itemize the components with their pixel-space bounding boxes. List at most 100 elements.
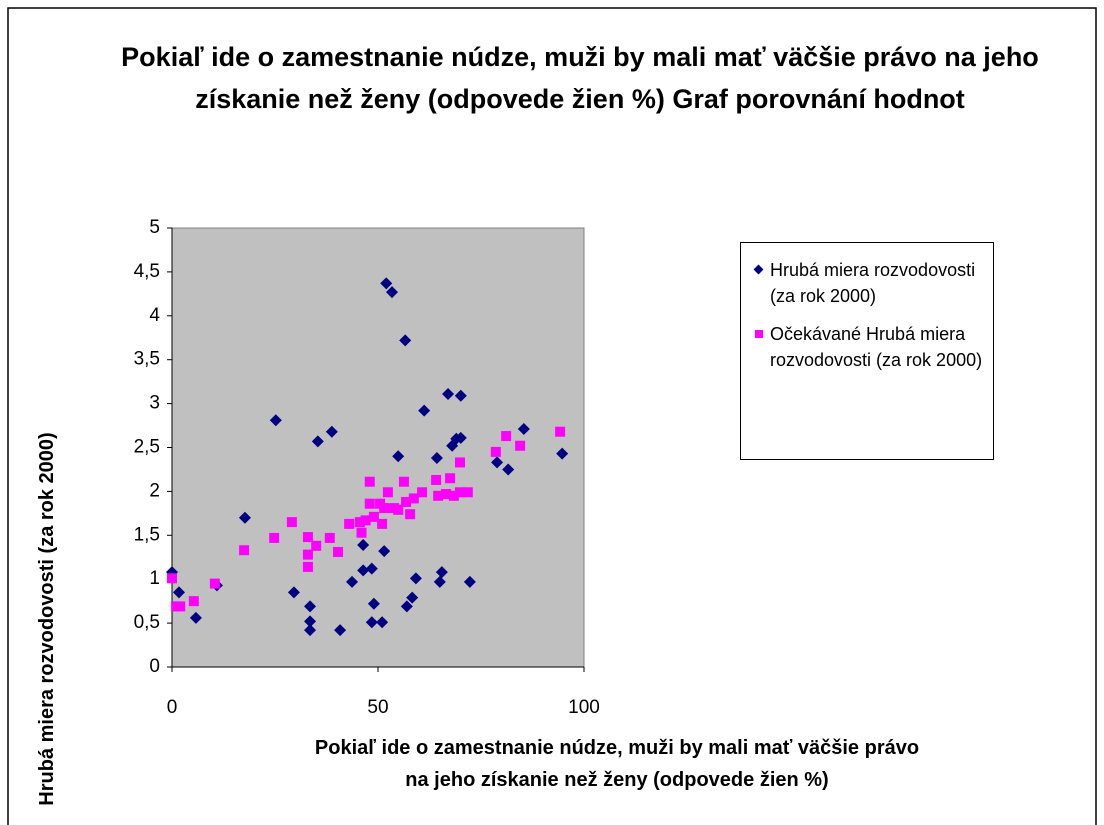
data-point xyxy=(333,546,344,557)
data-point xyxy=(357,564,370,577)
data-point xyxy=(417,487,428,498)
data-point xyxy=(454,389,467,402)
data-point xyxy=(382,487,393,498)
data-point xyxy=(462,487,473,498)
data-point xyxy=(287,586,300,599)
data-point xyxy=(386,286,399,299)
data-point xyxy=(454,487,465,498)
chart-border xyxy=(7,7,1097,825)
data-point xyxy=(517,423,530,436)
data-point xyxy=(367,597,380,610)
data-point xyxy=(238,511,251,524)
data-point xyxy=(515,440,526,451)
y-tick-label: 5 xyxy=(149,217,160,238)
data-point xyxy=(269,414,282,427)
data-point xyxy=(408,493,419,504)
y-tick-label: 0 xyxy=(149,656,160,677)
y-tick-label: 2,5 xyxy=(134,437,160,458)
data-point xyxy=(368,511,379,522)
data-point xyxy=(393,504,404,515)
data-point xyxy=(440,489,451,500)
data-point xyxy=(356,527,367,538)
data-point xyxy=(491,456,504,469)
y-tick-label: 0,5 xyxy=(134,612,160,633)
data-point xyxy=(406,591,419,604)
data-point xyxy=(360,515,371,526)
data-point xyxy=(311,540,322,551)
legend-label: Očekávané Hrubá miera rozvodovosti (za r… xyxy=(770,324,983,370)
data-point xyxy=(442,387,455,400)
data-point xyxy=(556,447,569,460)
data-point xyxy=(490,446,501,457)
data-point xyxy=(400,600,413,613)
data-point xyxy=(378,545,391,558)
data-point xyxy=(175,601,186,612)
data-point xyxy=(189,611,202,624)
data-point xyxy=(173,586,186,599)
legend: Hrubá miera rozvodovosti (za rok 2000) Oč… xyxy=(740,242,994,460)
data-point xyxy=(401,496,412,507)
data-point xyxy=(286,517,297,528)
legend-item: Hrubá miera rozvodovosti (za rok 2000) xyxy=(753,257,989,309)
data-point xyxy=(239,545,250,556)
data-point xyxy=(418,404,431,417)
data-point xyxy=(431,474,442,485)
data-point xyxy=(448,490,459,501)
data-point xyxy=(376,616,389,629)
data-point xyxy=(377,518,388,529)
data-point xyxy=(311,435,324,448)
y-tick-label: 4 xyxy=(149,305,160,326)
data-point xyxy=(463,575,476,588)
data-point xyxy=(435,566,448,579)
legend-item: Očekávané Hrubá miera rozvodovosti (za r… xyxy=(755,321,989,373)
data-point xyxy=(346,575,359,588)
data-point xyxy=(365,616,378,629)
data-point xyxy=(445,473,456,484)
y-tick-label: 2 xyxy=(149,480,160,501)
y-tick-label: 3,5 xyxy=(134,349,160,370)
x-tick-label: 50 xyxy=(367,697,388,718)
data-point xyxy=(380,277,393,290)
data-point xyxy=(454,457,465,468)
data-point xyxy=(334,624,347,637)
data-point xyxy=(188,596,199,607)
data-point xyxy=(501,431,512,442)
data-point xyxy=(357,538,370,551)
y-tick-label: 4,5 xyxy=(134,261,160,282)
data-point xyxy=(364,498,375,509)
data-point xyxy=(392,450,405,463)
data-point xyxy=(365,562,378,575)
x-tick-label: 0 xyxy=(167,697,178,718)
data-point xyxy=(325,425,338,438)
data-point xyxy=(209,578,220,589)
y-tick-label: 3 xyxy=(149,393,160,414)
data-point xyxy=(398,476,409,487)
data-point xyxy=(167,573,177,584)
data-point xyxy=(304,615,317,628)
data-point xyxy=(379,503,390,514)
data-point xyxy=(555,426,566,437)
data-point xyxy=(302,561,313,572)
data-point xyxy=(409,572,422,585)
data-point xyxy=(269,532,280,543)
x-axis-title: Pokiaľ ide o zamestnanie núdze, muži by … xyxy=(314,737,920,791)
data-point xyxy=(502,463,515,476)
chart-title: Pokiaľ ide o zamestnanie núdze, muži by … xyxy=(121,42,1039,114)
data-point xyxy=(344,518,355,529)
legend-marker xyxy=(753,264,764,275)
legend-label: Hrubá miera rozvodovosti (za rok 2000) xyxy=(770,260,976,306)
data-point xyxy=(302,532,313,543)
data-point xyxy=(433,490,444,501)
data-point xyxy=(324,532,335,543)
data-point xyxy=(364,476,375,487)
data-point xyxy=(302,549,313,560)
data-point xyxy=(304,624,317,637)
data-point xyxy=(405,509,416,520)
data-point xyxy=(433,575,446,588)
y-tick-label: 1 xyxy=(149,568,160,589)
legend-marker xyxy=(755,330,763,338)
data-point xyxy=(304,600,317,613)
data-point xyxy=(399,334,412,347)
